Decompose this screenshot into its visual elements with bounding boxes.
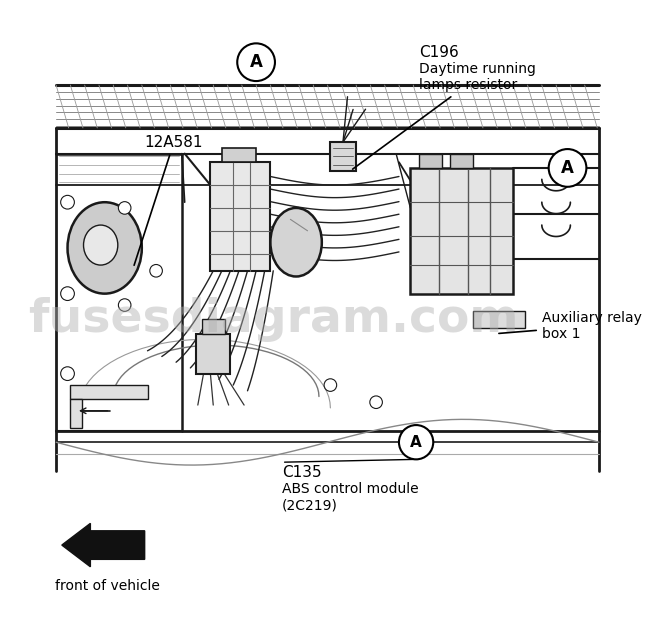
Circle shape [399, 425, 433, 460]
Text: ABS control module
(2C219): ABS control module (2C219) [282, 482, 419, 513]
Polygon shape [419, 154, 442, 168]
Ellipse shape [67, 202, 142, 294]
Circle shape [118, 202, 131, 214]
Circle shape [61, 196, 74, 209]
Polygon shape [450, 154, 473, 168]
Circle shape [237, 43, 275, 81]
Polygon shape [202, 320, 225, 334]
Polygon shape [473, 311, 525, 328]
Ellipse shape [83, 225, 118, 265]
Text: Daytime running
lamps resistor: Daytime running lamps resistor [353, 62, 536, 169]
Polygon shape [222, 148, 256, 162]
Circle shape [61, 287, 74, 301]
Text: C135: C135 [282, 465, 322, 480]
Polygon shape [210, 162, 270, 271]
Polygon shape [71, 385, 148, 399]
Polygon shape [71, 399, 82, 428]
Polygon shape [331, 142, 356, 171]
Circle shape [324, 379, 336, 391]
Text: C196: C196 [419, 45, 459, 60]
Text: front of vehicle: front of vehicle [55, 579, 160, 593]
Circle shape [370, 396, 382, 408]
Text: fusesdiagram.com: fusesdiagram.com [28, 297, 518, 342]
Circle shape [118, 299, 131, 311]
Polygon shape [196, 334, 230, 373]
Text: Auxiliary relay
box 1: Auxiliary relay box 1 [499, 311, 642, 341]
Polygon shape [410, 168, 513, 294]
Text: A: A [250, 53, 263, 71]
Circle shape [549, 149, 586, 187]
Ellipse shape [270, 208, 322, 277]
Text: 12A581: 12A581 [134, 135, 203, 265]
Polygon shape [62, 523, 145, 567]
Circle shape [150, 265, 162, 277]
Text: A: A [410, 435, 422, 449]
Circle shape [61, 367, 74, 380]
Text: A: A [561, 159, 574, 177]
